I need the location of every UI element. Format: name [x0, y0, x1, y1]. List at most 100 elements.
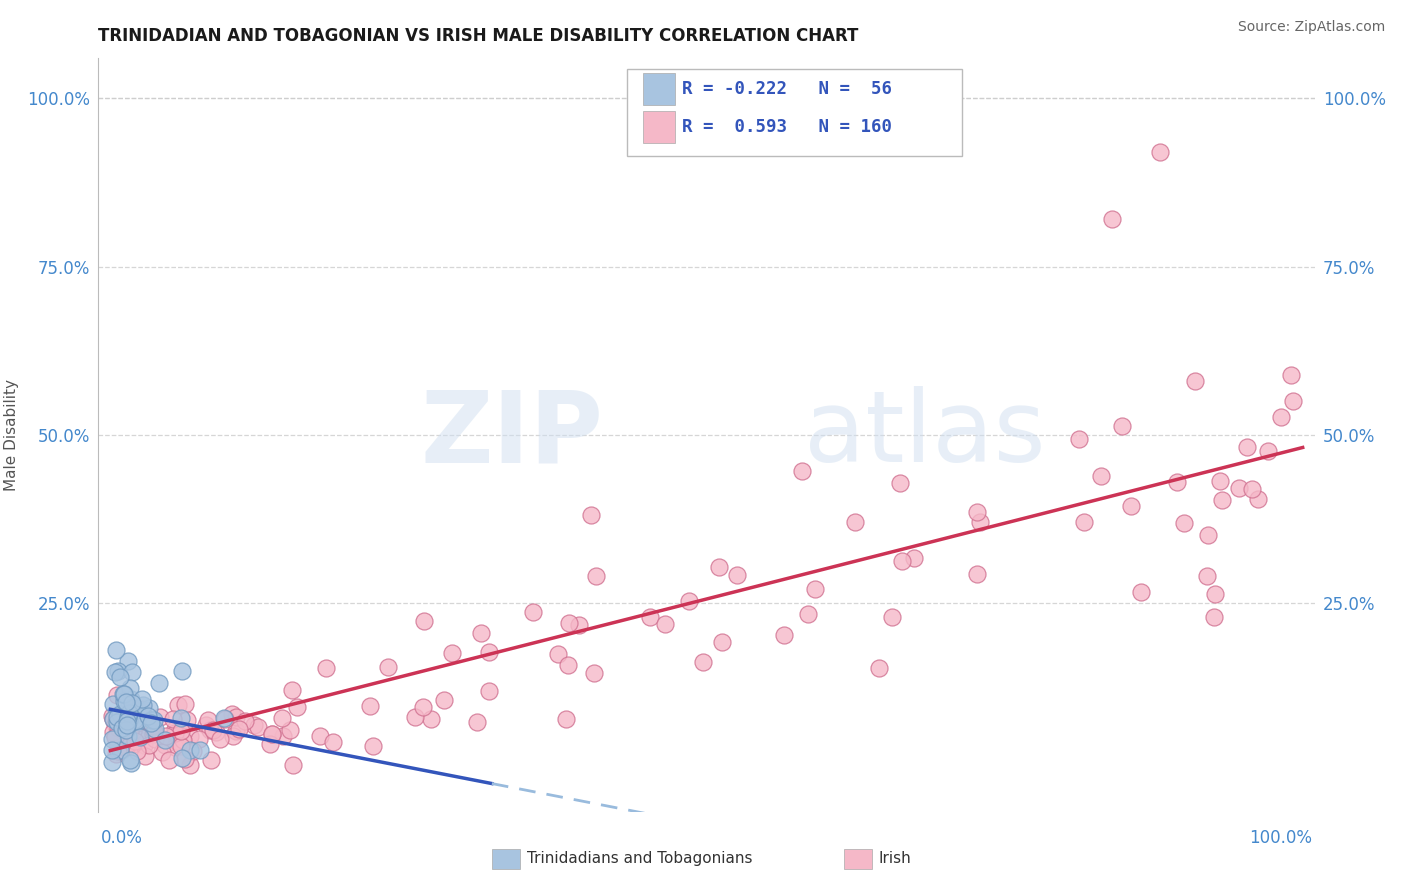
- Text: atlas: atlas: [804, 386, 1046, 483]
- Point: [103, 731, 125, 745]
- Point: [157, 753, 180, 767]
- Point: [214, 712, 236, 726]
- Point: [1279, 368, 1302, 382]
- Point: [260, 727, 283, 741]
- Point: [413, 615, 436, 629]
- Text: 0.0%: 0.0%: [101, 829, 143, 847]
- Point: [678, 594, 700, 608]
- Point: [148, 675, 170, 690]
- Point: [122, 698, 145, 713]
- Point: [105, 643, 128, 657]
- Point: [138, 700, 160, 714]
- Point: [122, 714, 145, 728]
- Point: [1211, 492, 1233, 507]
- Point: [138, 725, 160, 739]
- Point: [129, 730, 152, 744]
- Point: [134, 738, 156, 752]
- Point: [132, 728, 155, 742]
- Point: [134, 749, 156, 764]
- Point: [122, 700, 145, 714]
- Point: [654, 617, 676, 632]
- Point: [188, 743, 211, 757]
- Point: [1240, 483, 1263, 497]
- Point: [1202, 609, 1225, 624]
- Point: [725, 567, 748, 582]
- Point: [139, 714, 162, 728]
- Point: [585, 568, 607, 582]
- Point: [465, 715, 488, 730]
- Point: [104, 747, 127, 761]
- Point: [172, 733, 194, 747]
- Point: [165, 726, 187, 740]
- Point: [132, 698, 155, 712]
- Point: [125, 715, 148, 730]
- Point: [103, 725, 125, 739]
- Point: [554, 712, 576, 726]
- Point: [707, 560, 730, 574]
- Point: [225, 710, 247, 724]
- Point: [638, 610, 661, 624]
- Point: [233, 714, 256, 728]
- Text: R = -0.222   N =  56: R = -0.222 N = 56: [682, 79, 893, 98]
- Text: Trinidadians and Tobagonians: Trinidadians and Tobagonians: [527, 852, 752, 866]
- Point: [581, 508, 603, 523]
- Point: [143, 724, 166, 739]
- Text: R =  0.593   N = 160: R = 0.593 N = 160: [682, 118, 893, 136]
- Point: [163, 740, 186, 755]
- Point: [155, 729, 177, 743]
- Point: [115, 695, 138, 709]
- Point: [228, 722, 250, 736]
- Point: [115, 739, 138, 753]
- Point: [153, 733, 176, 747]
- Point: [112, 687, 135, 701]
- Point: [121, 710, 143, 724]
- Point: [108, 743, 131, 757]
- Y-axis label: Male Disability: Male Disability: [4, 379, 18, 491]
- Point: [797, 607, 820, 621]
- Point: [152, 732, 174, 747]
- Point: [101, 712, 124, 726]
- Text: TRINIDADIAN AND TOBAGONIAN VS IRISH MALE DISABILITY CORRELATION CHART: TRINIDADIAN AND TOBAGONIAN VS IRISH MALE…: [98, 28, 859, 45]
- Point: [120, 692, 142, 706]
- Point: [115, 723, 138, 738]
- Point: [221, 707, 243, 722]
- Point: [121, 665, 143, 680]
- Point: [1121, 500, 1143, 514]
- Point: [121, 696, 143, 710]
- Point: [139, 715, 162, 730]
- Point: [118, 713, 141, 727]
- FancyBboxPatch shape: [644, 73, 675, 104]
- Point: [120, 753, 142, 767]
- Point: [170, 724, 193, 739]
- Point: [170, 739, 193, 753]
- Point: [170, 711, 193, 725]
- Point: [179, 742, 201, 756]
- Point: [522, 605, 544, 619]
- Point: [1166, 475, 1188, 490]
- Point: [122, 737, 145, 751]
- Point: [1111, 419, 1133, 434]
- Point: [477, 645, 499, 659]
- Point: [100, 732, 122, 747]
- Point: [259, 737, 281, 751]
- Point: [1090, 469, 1112, 483]
- Point: [108, 670, 131, 684]
- Point: [165, 723, 187, 737]
- Point: [114, 714, 136, 729]
- Point: [170, 750, 193, 764]
- Point: [1270, 409, 1292, 424]
- Point: [105, 688, 128, 702]
- Point: [105, 709, 128, 723]
- Point: [149, 710, 172, 724]
- Point: [107, 739, 129, 753]
- Point: [170, 664, 193, 678]
- Point: [134, 709, 156, 723]
- FancyBboxPatch shape: [644, 111, 675, 143]
- Point: [281, 683, 304, 698]
- Point: [361, 739, 384, 753]
- Point: [141, 719, 163, 733]
- Point: [117, 654, 139, 668]
- Point: [209, 732, 232, 747]
- Point: [131, 705, 153, 719]
- Point: [478, 684, 501, 698]
